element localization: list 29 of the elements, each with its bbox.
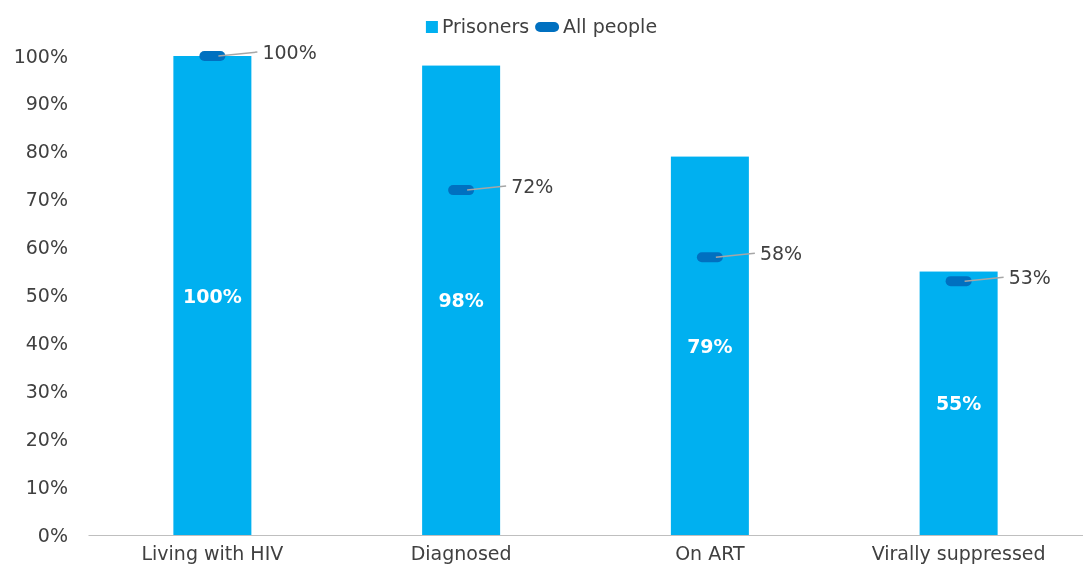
data-label: 72% (511, 175, 554, 198)
data-label: 53% (1008, 266, 1051, 289)
y-tick-label: 90% (25, 92, 68, 115)
data-label: 100% (262, 41, 317, 63)
y-tick-label: 10% (25, 475, 68, 498)
bar (422, 65, 501, 535)
legend-label: All people (563, 15, 658, 37)
y-tick-label: 70% (25, 188, 68, 211)
x-tick-label: Diagnosed (410, 542, 512, 565)
data-label: 79% (687, 334, 733, 357)
y-tick-label: 0% (37, 523, 68, 546)
data-label: 55% (935, 392, 982, 415)
legend-label: Prisoners (441, 15, 530, 37)
bar (670, 156, 749, 535)
x-tick-label: On ART (675, 542, 745, 565)
data-label: 100% (183, 284, 242, 307)
y-tick-label: 50% (25, 284, 68, 307)
data-label: 98% (438, 289, 484, 312)
y-tick-label: 20% (25, 427, 68, 450)
y-tick-label: 30% (25, 379, 68, 402)
y-tick-label: 100% (13, 44, 68, 67)
bar (919, 271, 998, 535)
data-label: 58% (759, 242, 803, 265)
y-tick-label: 40% (25, 331, 68, 354)
y-tick-label: 80% (25, 140, 68, 163)
x-tick-label: Living with HIV (141, 542, 284, 565)
y-tick-label: 60% (25, 236, 68, 259)
x-tick-label: Virally suppressed (871, 542, 1046, 565)
bar (173, 56, 252, 535)
